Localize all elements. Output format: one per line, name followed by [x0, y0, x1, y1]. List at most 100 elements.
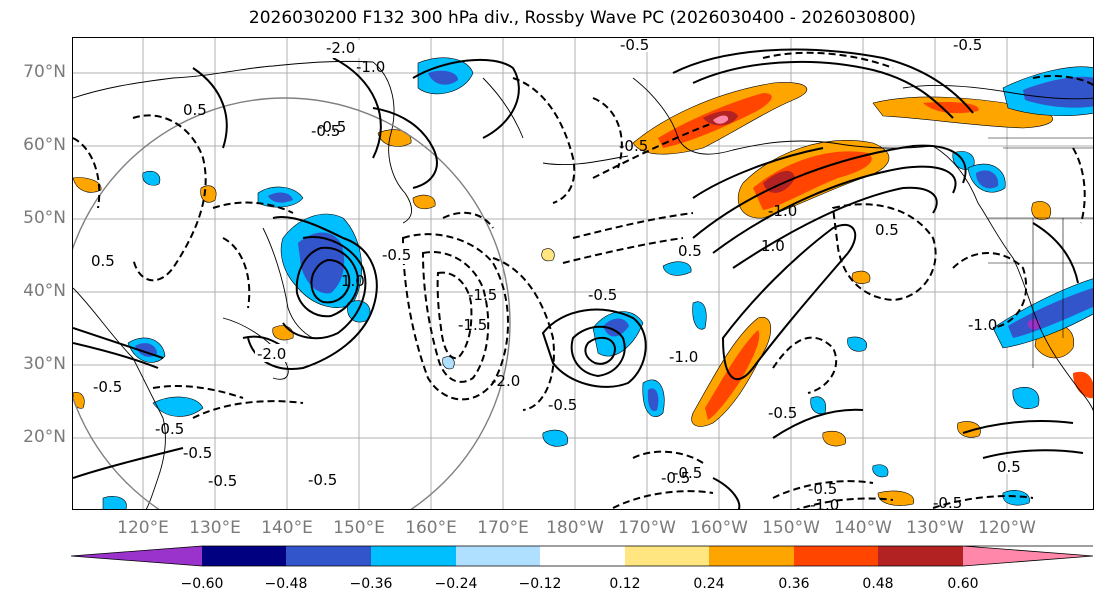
contour-solid-8	[73, 327, 164, 359]
lat-label-40n: 40°N	[23, 281, 66, 301]
shade-california-purple	[1027, 319, 1041, 330]
colorbar-bin	[456, 546, 540, 566]
colorbar-tick: −0.60	[180, 576, 224, 592]
contour-dashed-5	[132, 114, 207, 282]
shade-asia-blue	[142, 170, 161, 186]
contour-dashed-2	[421, 251, 490, 383]
contour-solid-9	[73, 342, 159, 369]
contour-label-bg	[380, 246, 420, 264]
contour-solid-2	[332, 57, 382, 159]
contour-dashed-19	[952, 252, 1028, 329]
lat-label-30n: 30°N	[23, 354, 66, 374]
lon-label-160w: 160°W	[690, 518, 748, 538]
contour-label: -0.5	[317, 118, 346, 136]
shade-bering-darkblue	[428, 70, 458, 85]
contour-dashed-9	[592, 97, 623, 169]
lat-label-70n: 70°N	[23, 62, 66, 82]
coast-okhotsk	[262, 227, 314, 339]
contour-solid-19	[721, 223, 857, 381]
shade-pac1-orange	[412, 194, 436, 210]
contour-label-bg	[618, 38, 658, 52]
contour-dashed-12	[592, 122, 714, 179]
lon-label-170w: 170°W	[618, 518, 676, 538]
coast-kamchatka	[372, 61, 412, 224]
colorbar-tick: 0.24	[693, 576, 725, 592]
contour-dashed-18	[932, 495, 1034, 509]
contour-solid-15	[732, 186, 938, 269]
contour-solid-25	[372, 107, 438, 189]
shade-pac8-blue	[542, 429, 569, 447]
shade-sw-blue	[102, 496, 127, 509]
colorbar-bin	[709, 546, 794, 566]
shade-subtropical-red	[705, 330, 760, 420]
contour-label: -1.5	[458, 316, 487, 334]
contour-labels: -2.0 -1.0 -0.5 -0.5 -0.5 -1.0 -0.5 -2.0 …	[91, 38, 1027, 510]
colorbar-extend-max	[963, 546, 1093, 566]
shade-pac12-blue	[1002, 490, 1030, 506]
colorbar-tick: 0.36	[778, 576, 810, 592]
shade-south-orange	[877, 490, 915, 506]
coast-alaska-na	[632, 77, 1093, 412]
colorbar-tick: −0.36	[349, 576, 393, 592]
contour-label: -0.5	[183, 444, 212, 462]
contour-dashed-25	[632, 450, 704, 464]
contour-label: 1.0	[761, 237, 785, 255]
shade-scs-blue	[152, 396, 204, 417]
contour-label: 1.0	[341, 272, 365, 290]
shade-pac-dateline-darkblue	[603, 318, 629, 337]
contour-label: -1.5	[468, 286, 497, 304]
contour-solid-12	[584, 336, 617, 365]
colorbar-tick: 0.12	[609, 576, 641, 592]
reference-circle	[73, 97, 511, 509]
contour-dashed-8	[512, 77, 576, 204]
lon-label-150w: 150°W	[762, 518, 820, 538]
lon-label-120e: 120°E	[117, 518, 169, 538]
contour-dashed-1	[401, 233, 509, 401]
shade-goa-red	[753, 151, 872, 210]
contour-dashed-17	[795, 497, 894, 509]
gridlines	[73, 38, 1093, 509]
colorbar-tick: −0.12	[518, 576, 562, 592]
contour-solid-26	[712, 477, 741, 509]
contour-solid-14	[712, 165, 957, 254]
contour-label: 0.5	[678, 242, 702, 260]
shade-okhotsk-darkblue	[268, 192, 293, 203]
shade-kamchatka-orange	[377, 129, 412, 147]
contour-label: -0.5	[953, 38, 982, 54]
contour-label-bg	[323, 40, 363, 58]
shade-alaska-pink	[713, 115, 729, 124]
contour-label: -0.5	[382, 246, 411, 264]
shade-pac5-darkblue	[647, 388, 659, 412]
contour-label: -0.5	[311, 122, 340, 140]
lon-label-140w: 140°W	[834, 518, 892, 538]
contour-label: -1.0	[810, 496, 839, 510]
contour-dashed-20	[1032, 75, 1093, 87]
coastlines	[73, 60, 1093, 509]
contour-dashed-16	[772, 480, 874, 499]
contour-label: -0.5	[620, 38, 649, 54]
colorbar-outline	[71, 545, 1094, 567]
contour-label: 0.5	[875, 221, 899, 239]
contour-label: -0.5	[933, 494, 962, 510]
contour-solid-20	[772, 408, 864, 439]
colorbar-extend-min	[71, 546, 202, 566]
contour-label: -1.0	[968, 316, 997, 334]
coast-siberia	[73, 60, 374, 99]
contour-label: -0.5	[661, 469, 690, 487]
colorbar-bin	[878, 546, 963, 566]
contour-solid-13	[692, 144, 967, 239]
contour-solid-18	[692, 60, 954, 119]
contour-label: -0.5	[208, 472, 237, 490]
contour-label-bg	[255, 344, 295, 362]
contour-label: -0.5	[768, 404, 797, 422]
contour-solid-4	[282, 236, 367, 340]
lon-label-120w: 120°W	[978, 518, 1036, 538]
coast-china	[73, 287, 166, 509]
shade-pac6-blue	[662, 261, 692, 276]
contour-solid-11	[570, 325, 626, 378]
contour-dashed-3	[436, 271, 473, 360]
shade-japan-orange	[272, 325, 294, 341]
colorbar-bin	[540, 546, 625, 566]
lat-label-20n: 20°N	[23, 427, 66, 447]
contour-dashed-14	[831, 203, 937, 302]
